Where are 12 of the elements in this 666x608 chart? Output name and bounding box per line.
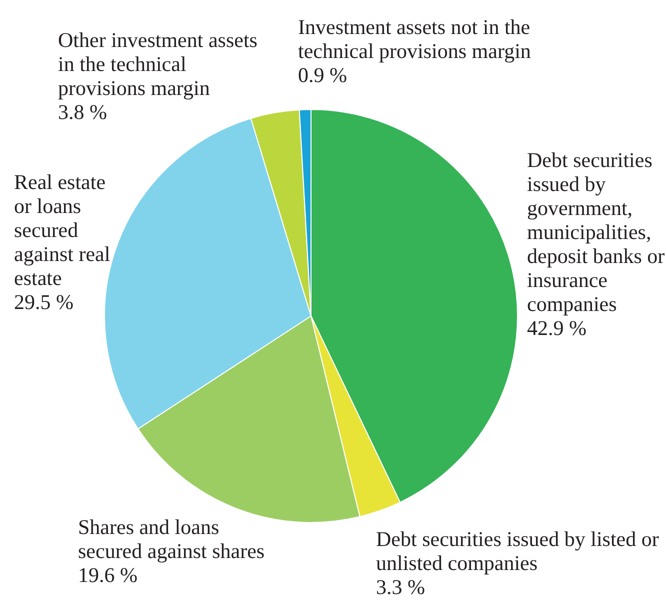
data-label: 3.3 % xyxy=(376,575,426,599)
data-label: 3.8 % xyxy=(58,100,108,124)
slice-label: Debt securities issued by listed or unlisted companies xyxy=(376,527,659,575)
slice-label: Other investment assets in the technical provisions margin xyxy=(58,28,258,100)
slice-label: Debt securities issued by government, municipalities, deposit banks or insurance companies xyxy=(527,148,665,316)
data-label: 29.5 % xyxy=(14,290,74,314)
slice-label: Shares and loans secured against shares xyxy=(78,515,265,563)
data-label: 0.9 % xyxy=(298,63,348,87)
data-label: 42.9 % xyxy=(527,316,588,340)
data-label: 19.6 % xyxy=(78,563,138,587)
slice-label: Real estate or loans secured against real estate xyxy=(14,170,110,290)
slice-label: Investment assets not in the technical provisions margin xyxy=(298,15,531,63)
